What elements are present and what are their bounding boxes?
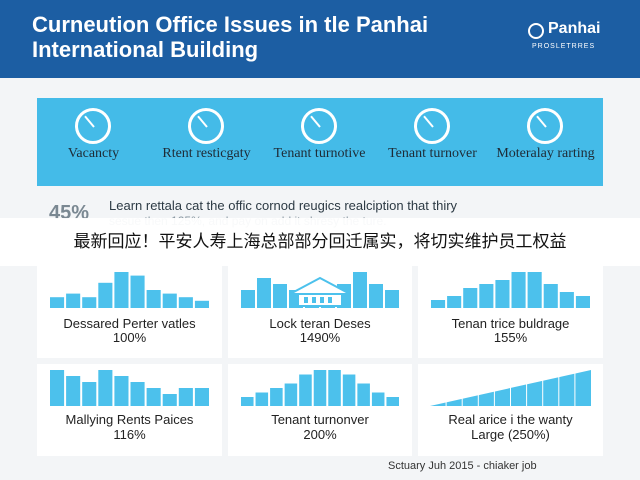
- panel-5: Tenant turnonver 200%: [228, 364, 412, 456]
- bar-mark: [50, 370, 65, 406]
- bar-mark: [313, 370, 327, 406]
- bar-chart-3: [431, 272, 590, 308]
- bar-mark: [178, 297, 193, 308]
- panel-value: Large (250%): [471, 427, 550, 442]
- bar-mark: [98, 370, 113, 406]
- bar-mark: [431, 300, 446, 308]
- bar-mark: [270, 388, 283, 406]
- bar-mark: [241, 397, 254, 406]
- overview-line-1: Learn rettala cat the offic cornod reugi…: [109, 198, 458, 213]
- pie-chart-icon: [301, 108, 337, 144]
- logo-subtitle: PROSLETRRES: [532, 43, 596, 50]
- panel-value: 1490%: [299, 330, 341, 345]
- bar-mark: [511, 272, 526, 308]
- bar-mark: [257, 278, 271, 308]
- bar-mark: [98, 282, 113, 308]
- building-icon: [289, 276, 351, 307]
- stat-vacancy: Vacancty: [37, 98, 150, 186]
- logo-brand: Panhai: [548, 20, 601, 37]
- bar-mark: [284, 383, 298, 406]
- panel-title: Tenant turnonver: [271, 412, 369, 427]
- bar-mark: [146, 290, 161, 308]
- bar-mark: [130, 382, 145, 406]
- page-title: Curneution Office Issues in tle Panhai I…: [32, 12, 429, 62]
- bar-mark: [178, 388, 193, 406]
- bar-mark: [559, 292, 574, 308]
- bar-mark: [575, 296, 590, 308]
- bar-mark: [543, 284, 558, 308]
- panel-6: Real arice i the wanty Large (250%): [418, 364, 603, 456]
- bar-mark: [527, 272, 542, 308]
- area-chart-6: [430, 370, 591, 406]
- bar-mark: [194, 300, 209, 308]
- bar-mark: [194, 388, 209, 406]
- bar-mark: [130, 275, 145, 308]
- stat-tenant-turnotive: Tenant turnotive: [263, 98, 376, 186]
- bar-mark: [146, 388, 161, 406]
- pie-chart-icon: [527, 108, 563, 144]
- stat-label: Tenant turnover: [388, 146, 477, 161]
- bar-chart-5: [241, 370, 399, 406]
- bar-mark: [371, 392, 385, 406]
- bar-mark: [463, 288, 478, 308]
- bar-mark: [241, 290, 255, 308]
- stat-rating: Moteralay rarting: [489, 98, 602, 186]
- stat-label: Vacancty: [67, 146, 120, 161]
- panel-title: Tenan trice buldrage: [451, 316, 570, 331]
- bar-mark: [255, 392, 269, 406]
- footer-credit: Sctuary Juh 2015 - chiaker job: [388, 460, 537, 472]
- panel-3: Tenan trice buldrage 155%: [418, 266, 603, 358]
- bar-mark: [353, 272, 367, 308]
- pie-chart-icon: [414, 108, 450, 144]
- stat-rent: Rtent resticgaty: [150, 98, 263, 186]
- header-banner: Curneution Office Issues in tle Panhai I…: [0, 0, 640, 78]
- bar-mark: [114, 376, 129, 406]
- bar-mark: [328, 370, 341, 406]
- panel-title: Real arice i the wanty: [448, 412, 573, 427]
- bar-chart-4: [50, 370, 209, 406]
- bar-mark: [82, 382, 97, 406]
- logo-mark-icon: [528, 23, 544, 39]
- stats-strip: Vacancty Rtent resticgaty Tenant turnoti…: [37, 98, 603, 186]
- bar-mark: [369, 284, 383, 308]
- bar-mark: [447, 296, 462, 308]
- panel-value: 200%: [303, 427, 337, 442]
- news-banner: 最新回应！平安人寿上海总部部分回迁属实，将切实维护员工权益: [0, 218, 640, 266]
- bar-mark: [299, 374, 312, 406]
- bar-mark: [162, 394, 177, 406]
- bar-mark: [82, 297, 97, 308]
- panel-value: 116%: [113, 427, 146, 442]
- bar-mark: [495, 280, 510, 308]
- bar-mark: [50, 297, 65, 308]
- panhai-logo: Panhai PROSLETRRES: [528, 18, 626, 58]
- stat-tenant-turnover: Tenant turnover: [376, 98, 489, 186]
- panel-2: Lock teran Deses 1490%: [228, 266, 412, 358]
- stat-label: Moteralay rarting: [496, 146, 595, 161]
- panel-title: Mallying Rents Paices: [65, 412, 194, 427]
- bar-mark: [385, 290, 399, 308]
- bar-mark: [357, 383, 370, 406]
- panel-title: Lock teran Deses: [269, 316, 371, 331]
- pie-chart-icon: [75, 108, 111, 144]
- bar-chart-1: [50, 272, 209, 308]
- bar-mark: [114, 272, 129, 308]
- bar-mark: [273, 284, 287, 308]
- panel-value: 155%: [493, 330, 528, 345]
- bar-mark: [479, 284, 494, 308]
- bar-mark: [162, 293, 177, 308]
- bar-mark: [386, 397, 399, 406]
- panel-1: Dessared Perter vatles 100%: [37, 266, 222, 358]
- bar-mark: [66, 293, 81, 308]
- bar-mark: [66, 376, 81, 406]
- pie-chart-icon: [188, 108, 224, 144]
- panel-4: Mallying Rents Paices 116%: [37, 364, 222, 456]
- stat-label: Rtent resticgaty: [162, 146, 251, 161]
- panel-title: Dessared Perter vatles: [63, 316, 196, 331]
- bar-mark: [342, 374, 356, 406]
- panel-value: 100%: [112, 330, 147, 345]
- stat-label: Tenant turnotive: [273, 146, 366, 161]
